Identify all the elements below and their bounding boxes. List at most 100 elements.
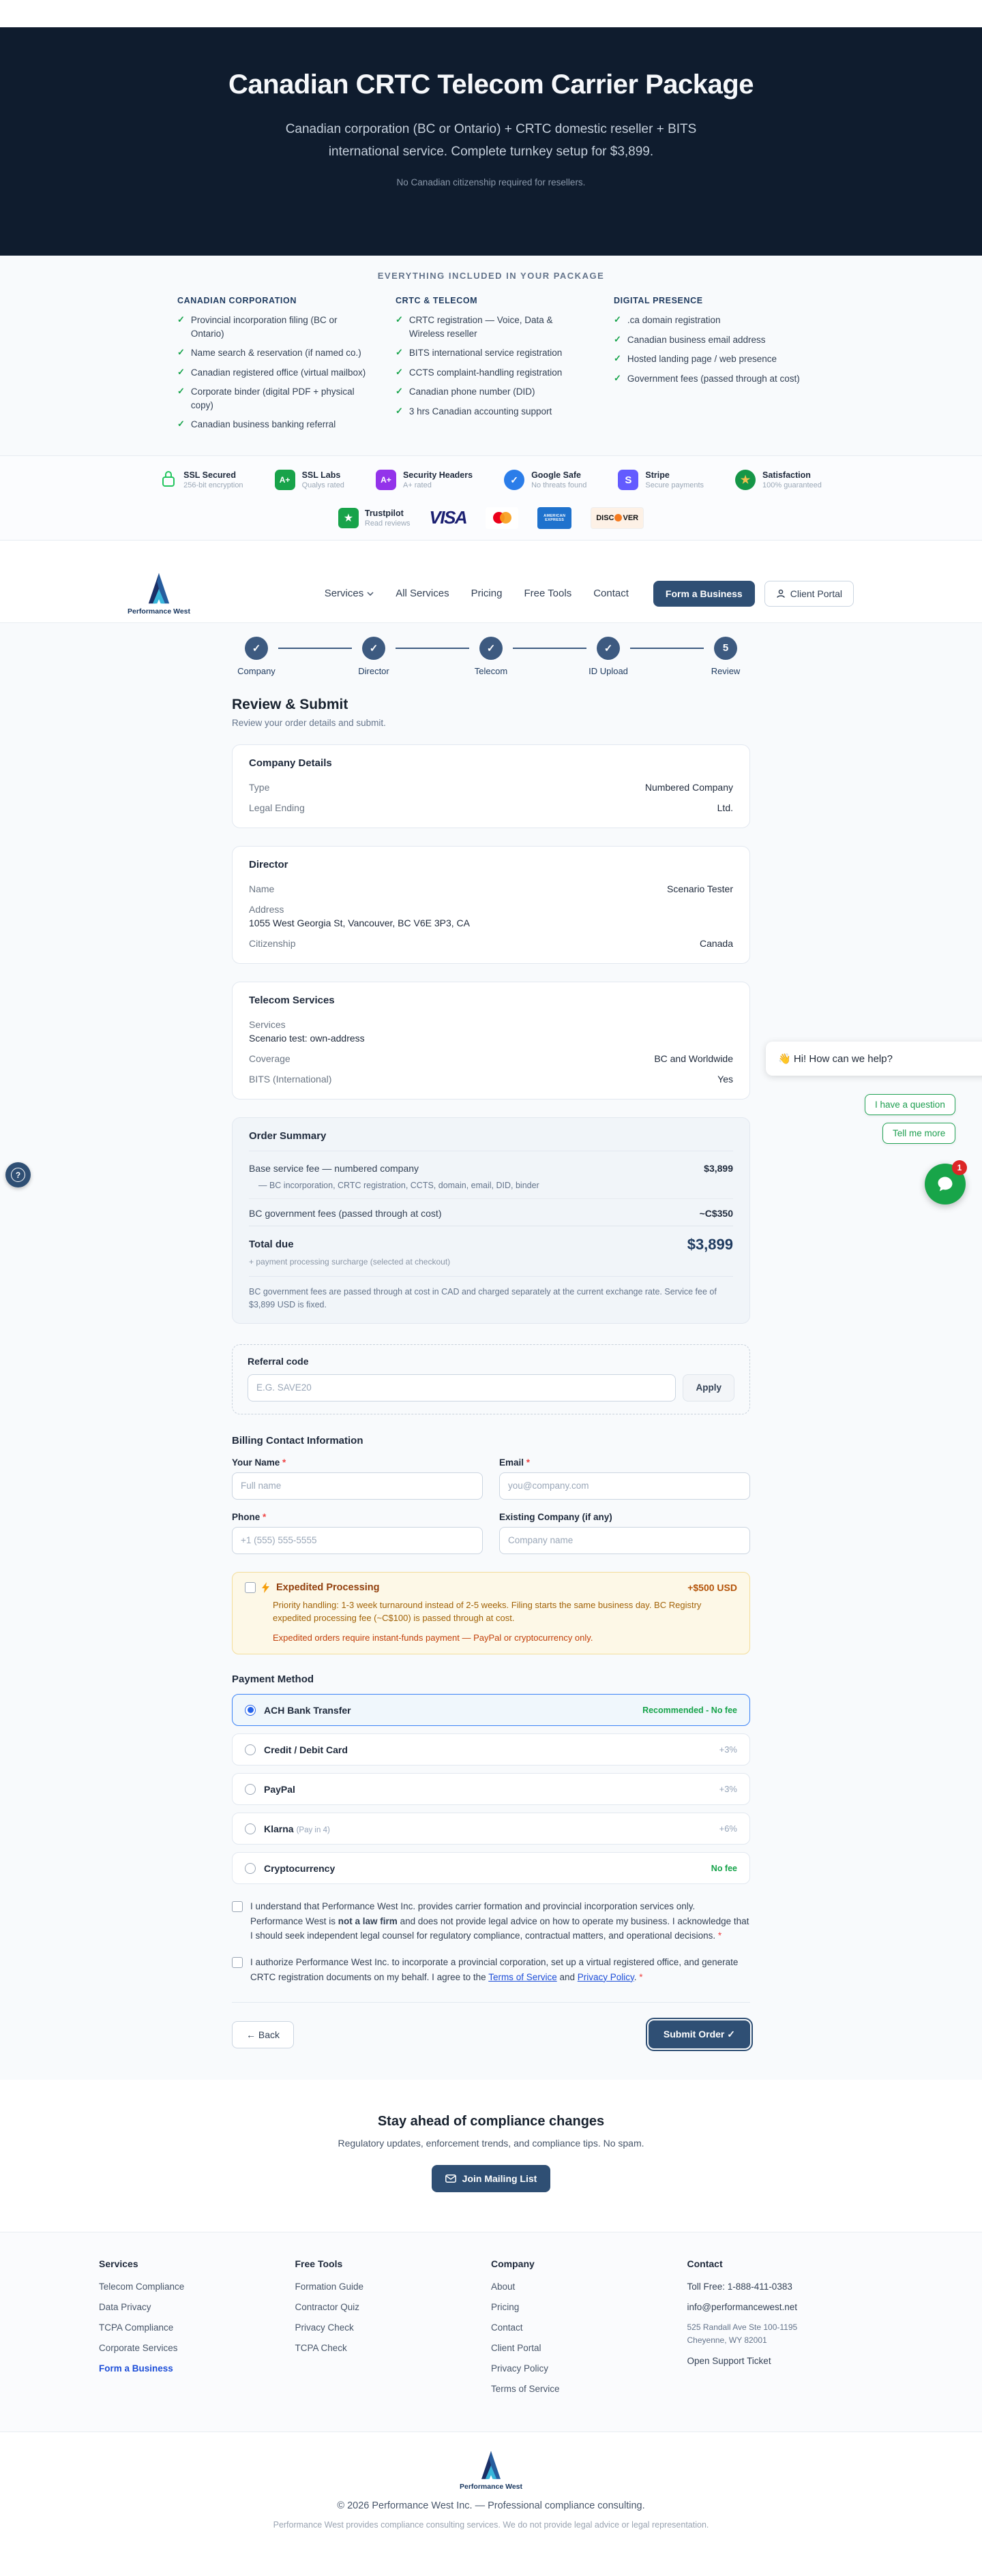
- lock-icon: [160, 468, 177, 492]
- footer-link[interactable]: Terms of Service: [491, 2384, 560, 2395]
- radio[interactable]: [245, 1862, 256, 1874]
- legal-checkbox-2[interactable]: [232, 1956, 243, 1968]
- radio-selected[interactable]: [245, 1704, 256, 1716]
- footer-link[interactable]: Client Portal: [491, 2343, 541, 2354]
- company-input[interactable]: [499, 1526, 750, 1554]
- footer-link[interactable]: Corporate Services: [99, 2343, 178, 2354]
- visa-logo: VISA: [429, 507, 468, 528]
- footer-link[interactable]: Contractor Quiz: [295, 2302, 360, 2313]
- ssl-labs-icon: A+: [274, 470, 295, 491]
- step-check-icon: ✓: [479, 636, 503, 660]
- badge-ssl-labs: A+ SSL Labs Qualys rated: [274, 470, 344, 491]
- brand-logo[interactable]: Performance West: [121, 572, 196, 616]
- phone-input[interactable]: [232, 1526, 483, 1554]
- step-telecom[interactable]: ✓ Telecom: [469, 636, 513, 676]
- nav-pricing[interactable]: Pricing: [471, 588, 503, 600]
- footer-support-ticket-link[interactable]: Open Support Ticket: [687, 2356, 771, 2367]
- footer-link[interactable]: Pricing: [491, 2302, 520, 2313]
- footer-column-services: Services Telecom Compliance Data Privacy…: [99, 2258, 295, 2404]
- step-id-upload[interactable]: ✓ ID Upload: [586, 636, 630, 676]
- required-asterisk: *: [282, 1457, 286, 1468]
- step-check-icon: ✓: [362, 636, 385, 660]
- footer-link-form-a-business[interactable]: Form a Business: [99, 2363, 173, 2374]
- chat-quick-reply-more[interactable]: Tell me more: [882, 1123, 956, 1144]
- step-check-icon: ✓: [597, 636, 620, 660]
- envelope-icon: [445, 2175, 456, 2183]
- list-item: ✓ Government fees (passed through at cost…: [614, 372, 805, 386]
- telecom-services-value: Scenario test: own-address: [249, 1032, 365, 1044]
- footer-link[interactable]: TCPA Check: [295, 2343, 347, 2354]
- card-title: Order Summary: [249, 1130, 733, 1151]
- trust-badges-section: SSL Secured 256-bit encryption A+ SSL Lab…: [0, 455, 982, 541]
- chat-bubble-icon: [938, 1177, 953, 1192]
- card-title: Telecom Services: [249, 994, 335, 1006]
- help-button[interactable]: ?: [5, 1162, 31, 1187]
- shield-check-icon: ✓: [504, 470, 525, 491]
- footer-link[interactable]: Telecom Compliance: [99, 2282, 185, 2292]
- footer-link[interactable]: Data Privacy: [99, 2302, 151, 2313]
- payment-option-paypal[interactable]: PayPal +3%: [232, 1773, 750, 1806]
- payment-option-klarna[interactable]: Klarna (Pay in 4) +6%: [232, 1813, 750, 1845]
- field-phone: Phone *: [232, 1512, 483, 1554]
- footer-link[interactable]: TCPA Compliance: [99, 2322, 174, 2333]
- legal-checkbox-1[interactable]: [232, 1901, 243, 1913]
- security-headers-icon: A+: [375, 470, 396, 491]
- expedited-price: +$500 USD: [687, 1581, 737, 1593]
- chat-quick-reply-question[interactable]: I have a question: [865, 1094, 955, 1115]
- badge-satisfaction: ★ Satisfaction 100% guaranteed: [735, 470, 822, 491]
- payment-option-crypto[interactable]: Cryptocurrency No fee: [232, 1852, 750, 1885]
- email-input[interactable]: [499, 1472, 750, 1500]
- back-button[interactable]: ← Back: [232, 2020, 295, 2048]
- step-review[interactable]: 5 Review: [704, 636, 747, 676]
- radio[interactable]: [245, 1783, 256, 1795]
- hero-note: No Canadian citizenship required for res…: [396, 177, 586, 187]
- footer-link[interactable]: Privacy Check: [295, 2322, 354, 2333]
- referral-label: Referral code: [248, 1355, 309, 1367]
- payment-option-card[interactable]: Credit / Debit Card +3%: [232, 1733, 750, 1766]
- nav-contact[interactable]: Contact: [593, 588, 629, 600]
- terms-of-service-link[interactable]: Terms of Service: [488, 1971, 557, 1982]
- radio[interactable]: [245, 1744, 256, 1755]
- join-mailing-list-button[interactable]: Join Mailing List: [431, 2165, 551, 2193]
- detail-row: Type Numbered Company: [249, 781, 733, 793]
- footer-email[interactable]: info@performancewest.net: [687, 2302, 798, 2313]
- check-icon: ✓: [177, 386, 185, 397]
- page-title: Canadian CRTC Telecom Carrier Package: [228, 70, 754, 100]
- footer-phone[interactable]: Toll Free: 1-888-411-0383: [687, 2282, 792, 2292]
- payment-note: +6%: [719, 1823, 737, 1834]
- submit-order-button[interactable]: Submit Order ✓: [645, 2017, 754, 2052]
- step-director[interactable]: ✓ Director: [352, 636, 396, 676]
- nav-services-menu[interactable]: Services: [325, 588, 374, 599]
- radio[interactable]: [245, 1823, 256, 1834]
- footer-link[interactable]: About: [491, 2282, 516, 2292]
- apply-button[interactable]: Apply: [683, 1374, 734, 1401]
- payment-option-ach[interactable]: ACH Bank Transfer Recommended - No fee: [232, 1694, 750, 1727]
- detail-row: Legal Ending Ltd.: [249, 802, 733, 813]
- nav-all-services[interactable]: All Services: [396, 588, 449, 600]
- required-asterisk: *: [717, 1930, 722, 1941]
- step-company[interactable]: ✓ Company: [235, 636, 278, 676]
- referral-code-input[interactable]: [248, 1374, 676, 1401]
- payment-note: +3%: [719, 1784, 737, 1795]
- footer-link[interactable]: Formation Guide: [295, 2282, 364, 2292]
- list-item: ✓ Corporate binder (digital PDF + physica…: [177, 385, 368, 412]
- client-portal-button[interactable]: Client Portal: [764, 580, 854, 607]
- mailing-subtitle: Regulatory updates, enforcement trends, …: [338, 2138, 644, 2149]
- trustpilot-badge[interactable]: ★ Trustpilot Read reviews: [338, 507, 411, 528]
- detail-row: Address: [249, 903, 284, 915]
- check-icon: ✓: [177, 366, 185, 377]
- chat-greeting-bubble[interactable]: 👋 Hi! How can we help?: [766, 1042, 982, 1076]
- footer-link[interactable]: Privacy Policy: [491, 2363, 549, 2374]
- chevron-down-icon: [367, 592, 374, 596]
- privacy-policy-link[interactable]: Privacy Policy: [577, 1971, 634, 1982]
- list-item: ✓ BITS international service registration: [396, 346, 586, 360]
- order-footnote: BC government fees are passed through at…: [249, 1275, 733, 1312]
- check-icon: ✓: [396, 314, 403, 324]
- form-a-business-button[interactable]: Form a Business: [653, 580, 755, 607]
- nav-free-tools[interactable]: Free Tools: [524, 588, 572, 600]
- name-input[interactable]: [232, 1472, 483, 1500]
- order-summary-card: Order Summary Base service fee — numbere…: [232, 1117, 750, 1324]
- brand-name: Performance West: [459, 2483, 522, 2491]
- footer-link[interactable]: Contact: [491, 2322, 523, 2333]
- expedited-checkbox[interactable]: [245, 1581, 256, 1593]
